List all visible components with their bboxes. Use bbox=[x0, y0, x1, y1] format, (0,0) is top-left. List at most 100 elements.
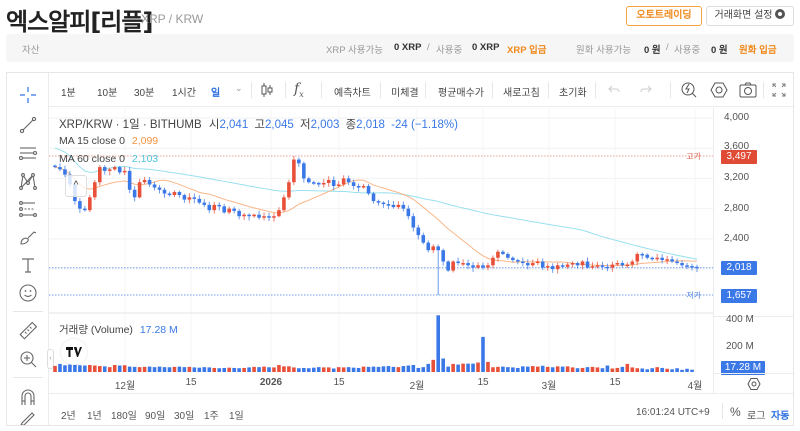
hexagon-settings-icon bbox=[710, 82, 728, 98]
indicator-button[interactable]: fx bbox=[294, 81, 304, 99]
ma15-legend[interactable]: MA 15 close 0 2,099 bbox=[59, 135, 158, 147]
collapse-toolbar-handle[interactable]: ‹ bbox=[47, 349, 54, 369]
lightning-search-icon bbox=[681, 82, 697, 98]
collapse-legend-button[interactable]: ^ bbox=[65, 175, 87, 197]
current-volume-badge: 17.28 M bbox=[721, 361, 765, 375]
xrp-deposit-link[interactable]: XRP 입금 bbox=[507, 45, 547, 56]
slash-2: / bbox=[666, 42, 669, 53]
chart-settings-button[interactable] bbox=[709, 80, 729, 103]
trendline-tool[interactable] bbox=[16, 113, 40, 137]
interval-day[interactable]: 일 bbox=[211, 88, 221, 99]
zoom-in-tool[interactable] bbox=[16, 347, 40, 371]
pair-label: XRP / KRW bbox=[141, 12, 204, 26]
function-fx-icon: fx bbox=[294, 81, 304, 99]
screenshot-button[interactable] bbox=[738, 80, 758, 103]
ruler-tool[interactable] bbox=[16, 319, 40, 343]
change-value: -24 (−1.18%) bbox=[391, 119, 458, 131]
fib-tool[interactable] bbox=[16, 197, 40, 221]
ma15-label: MA 15 close 0 bbox=[59, 135, 125, 147]
range-1y-button[interactable]: 1년 bbox=[87, 411, 102, 422]
fibonacci-icon bbox=[19, 201, 37, 217]
reset-button[interactable]: 초기화 bbox=[559, 88, 587, 99]
fullscreen-button[interactable] bbox=[771, 82, 787, 101]
range-1d-button[interactable]: 1일 bbox=[229, 411, 244, 422]
text-tool[interactable] bbox=[16, 253, 40, 277]
axis-settings-button[interactable] bbox=[713, 373, 793, 393]
low-label: 저 bbox=[300, 119, 311, 131]
ruler-icon bbox=[19, 321, 38, 340]
range-1w-button[interactable]: 1주 bbox=[204, 411, 219, 422]
krw-in-use-label: 사용중 bbox=[674, 45, 701, 56]
separator bbox=[548, 82, 549, 98]
interval-10m[interactable]: 10분 bbox=[97, 88, 118, 99]
range-180d-button[interactable]: 180일 bbox=[111, 411, 137, 422]
time-tick: 12월 bbox=[114, 381, 136, 392]
xrp-in-use-value: 0 XRP bbox=[472, 42, 500, 53]
interval-30m[interactable]: 30분 bbox=[134, 88, 155, 99]
interval-1m[interactable]: 1분 bbox=[61, 88, 76, 99]
trendline-icon bbox=[19, 116, 37, 134]
low-price-badge: 1,657 bbox=[721, 289, 757, 303]
chart-container: ‹ 1분 10분 30분 1시간 일 ⌄ fx 예측차트 미체결 평균매수가 새… bbox=[6, 72, 794, 426]
chevron-down-icon[interactable]: ⌄ bbox=[235, 83, 243, 93]
camera-icon bbox=[739, 82, 757, 98]
close-value: 2,018 bbox=[356, 119, 385, 131]
quick-search-button[interactable] bbox=[679, 80, 699, 103]
brush-tool[interactable] bbox=[16, 225, 40, 249]
close-label: 종 bbox=[345, 119, 357, 131]
pattern-icon bbox=[19, 173, 37, 190]
separator bbox=[595, 82, 596, 98]
tradingview-icon bbox=[66, 347, 82, 357]
tradingview-logo[interactable] bbox=[61, 339, 87, 365]
redo-button[interactable] bbox=[639, 83, 653, 100]
percent-toggle[interactable]: % bbox=[730, 405, 741, 419]
candlestick-icon bbox=[261, 83, 273, 97]
horizontal-lines-icon bbox=[18, 147, 38, 161]
time-tick: 4월 bbox=[687, 381, 703, 392]
avg-buy-price-button[interactable]: 평균매수가 bbox=[438, 88, 484, 99]
horizontal-lines-tool[interactable] bbox=[16, 141, 40, 165]
time-axis[interactable]: 12월 15 2026 15 2월 15 3월 15 4월 bbox=[49, 373, 713, 393]
autotrade-button[interactable]: 오토트레이딩 bbox=[626, 6, 702, 26]
page-header: 엑스알피[리플] XRP / KRW 오토트레이딩 거래화면 설정 bbox=[0, 0, 800, 36]
trade-settings-label: 거래화면 설정 bbox=[714, 10, 773, 21]
drawing-toolbar: ‹ bbox=[7, 73, 54, 425]
pencil-tool[interactable] bbox=[16, 409, 40, 425]
candle-type-button[interactable] bbox=[259, 82, 275, 101]
range-90d-button[interactable]: 90일 bbox=[145, 411, 166, 422]
low-value: 2,003 bbox=[310, 119, 340, 131]
price-tick: 2,800 bbox=[724, 203, 750, 214]
magnet-tool[interactable] bbox=[16, 385, 40, 409]
gear-icon bbox=[775, 9, 786, 19]
log-toggle[interactable]: 로그 bbox=[747, 411, 766, 422]
range-30d-button[interactable]: 30일 bbox=[174, 411, 195, 422]
pattern-tool[interactable] bbox=[16, 169, 40, 193]
volume-legend: 거래량 (Volume) 17.28 M bbox=[59, 322, 178, 337]
range-2y-button[interactable]: 2년 bbox=[61, 411, 76, 422]
open-label: 시 bbox=[208, 119, 220, 131]
hexagon-settings-icon bbox=[746, 377, 761, 390]
predict-chart-button[interactable]: 예측차트 bbox=[334, 88, 371, 99]
crosshair-tool[interactable] bbox=[16, 83, 40, 107]
current-price-badge: 2,018 bbox=[721, 261, 757, 275]
xrp-in-use-label: 사용중 bbox=[436, 45, 463, 56]
slash: / bbox=[427, 42, 430, 53]
separator bbox=[670, 82, 671, 98]
emoji-tool[interactable] bbox=[16, 281, 40, 305]
interval-1h[interactable]: 1시간 bbox=[172, 88, 196, 99]
price-axis[interactable]: 4,000 3,600 3,200 2,800 2,400 3,497 2,01… bbox=[713, 108, 794, 393]
autotrade-label: 오토트레이딩 bbox=[636, 10, 692, 21]
ma60-legend[interactable]: MA 60 close 0 2,103 bbox=[59, 153, 158, 165]
asset-bar: 자산 XRP 사용가능 0 XRP / 사용중 0 XRP XRP 입금 원화 … bbox=[6, 34, 794, 62]
xrp-available-label: XRP 사용가능 bbox=[326, 45, 383, 56]
auto-toggle[interactable]: 자동 bbox=[771, 411, 790, 422]
refresh-button[interactable]: 새로고침 bbox=[503, 88, 540, 99]
unfilled-orders-button[interactable]: 미체결 bbox=[391, 88, 419, 99]
pencil-icon bbox=[20, 412, 35, 425]
trade-settings-button[interactable]: 거래화면 설정 bbox=[706, 6, 794, 26]
undo-button[interactable] bbox=[607, 83, 621, 100]
separator bbox=[763, 82, 764, 98]
krw-deposit-link[interactable]: 원화 입금 bbox=[739, 45, 777, 56]
volume-value: 17.28 M bbox=[139, 324, 178, 336]
